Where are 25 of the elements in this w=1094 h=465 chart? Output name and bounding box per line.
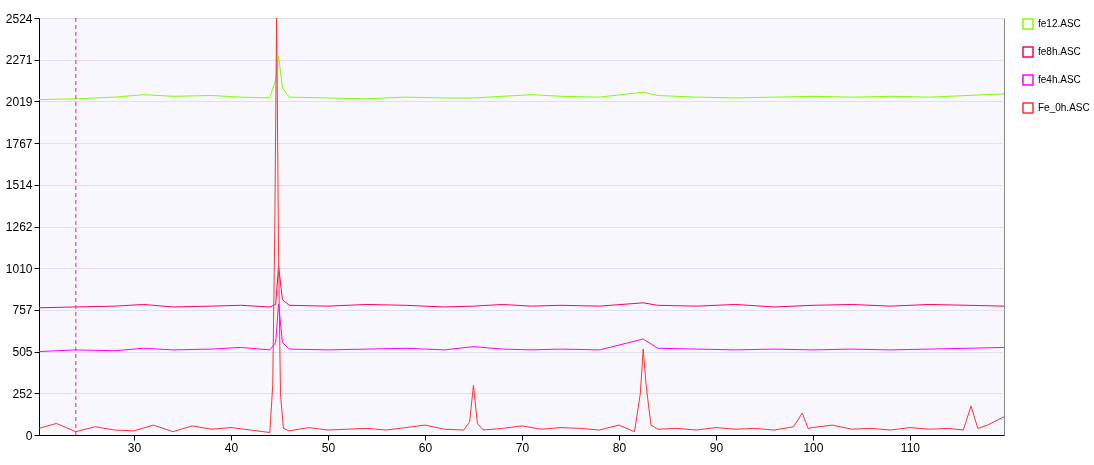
y-tick-label: 1767 [5, 136, 33, 151]
x-tick-label: 80 [612, 440, 627, 455]
y-tick-label: 757 [12, 303, 33, 318]
x-tick-label: 30 [127, 440, 142, 455]
y-tick-label: 252 [12, 386, 33, 401]
legend-label: Fe_0h.ASC [1038, 102, 1090, 113]
x-tick-label: 110 [900, 440, 921, 455]
y-tick-label: 2019 [5, 94, 33, 109]
y-tick-label: 505 [12, 345, 33, 360]
x-tick-label: 50 [321, 440, 336, 455]
x-tick-label: 60 [418, 440, 433, 455]
legend-label: fe8h.ASC [1038, 46, 1081, 57]
x-tick-label: 90 [709, 440, 724, 455]
x-tick-label: 40 [224, 440, 239, 455]
legend-label: fe4h.ASC [1038, 74, 1081, 85]
y-tick-label: 1262 [5, 220, 33, 234]
y-tick-label: 2271 [5, 53, 33, 68]
y-tick-label: 1010 [5, 261, 33, 276]
y-tick-label: 1514 [5, 178, 33, 193]
x-tick-label: 70 [515, 440, 530, 455]
y-tick-label: 2524 [5, 11, 33, 26]
legend-label: fe12.ASC [1038, 18, 1081, 29]
x-tick-label: 100 [803, 440, 824, 455]
y-tick-label: 0 [25, 428, 33, 443]
line-series [39, 55, 1004, 101]
